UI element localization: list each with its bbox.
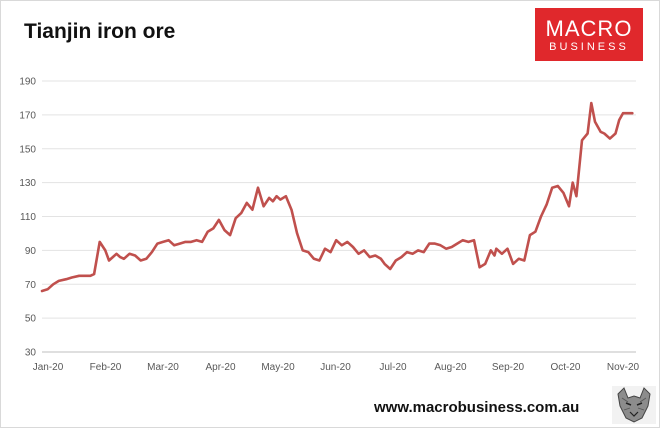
wolf-logo-icon	[612, 386, 656, 424]
x-tick-label: Nov-20	[607, 362, 640, 373]
x-tick-label: May-20	[261, 362, 295, 373]
y-tick-label: 150	[19, 144, 36, 155]
website-url[interactable]: www.macrobusiness.com.au	[374, 399, 580, 416]
x-tick-label: Jan-20	[33, 362, 64, 373]
y-tick-label: 190	[19, 77, 36, 88]
x-tick-label: Mar-20	[147, 362, 179, 373]
y-tick-label: 110	[20, 212, 36, 223]
y-tick-label: 70	[25, 280, 37, 291]
macrobusiness-logo[interactable]: MACRO BUSINESS	[535, 8, 643, 61]
x-tick-label: Apr-20	[205, 362, 235, 373]
x-tick-label: Feb-20	[90, 362, 122, 373]
y-tick-label: 170	[19, 110, 36, 121]
chart-title: Tianjin iron ore	[24, 20, 176, 43]
y-tick-label: 130	[19, 178, 36, 189]
y-tick-label: 30	[25, 348, 37, 359]
x-tick-label: Jul-20	[379, 362, 407, 373]
x-tick-label: Aug-20	[434, 362, 467, 373]
x-tick-label: Oct-20	[550, 362, 580, 373]
logo-line-1: MACRO	[545, 16, 633, 41]
x-tick-label: Jun-20	[320, 362, 351, 373]
y-tick-label: 90	[25, 246, 37, 257]
y-tick-label: 50	[25, 314, 37, 325]
x-tick-label: Sep-20	[492, 362, 525, 373]
logo-line-2: BUSINESS	[549, 41, 629, 53]
series-line	[40, 101, 634, 293]
